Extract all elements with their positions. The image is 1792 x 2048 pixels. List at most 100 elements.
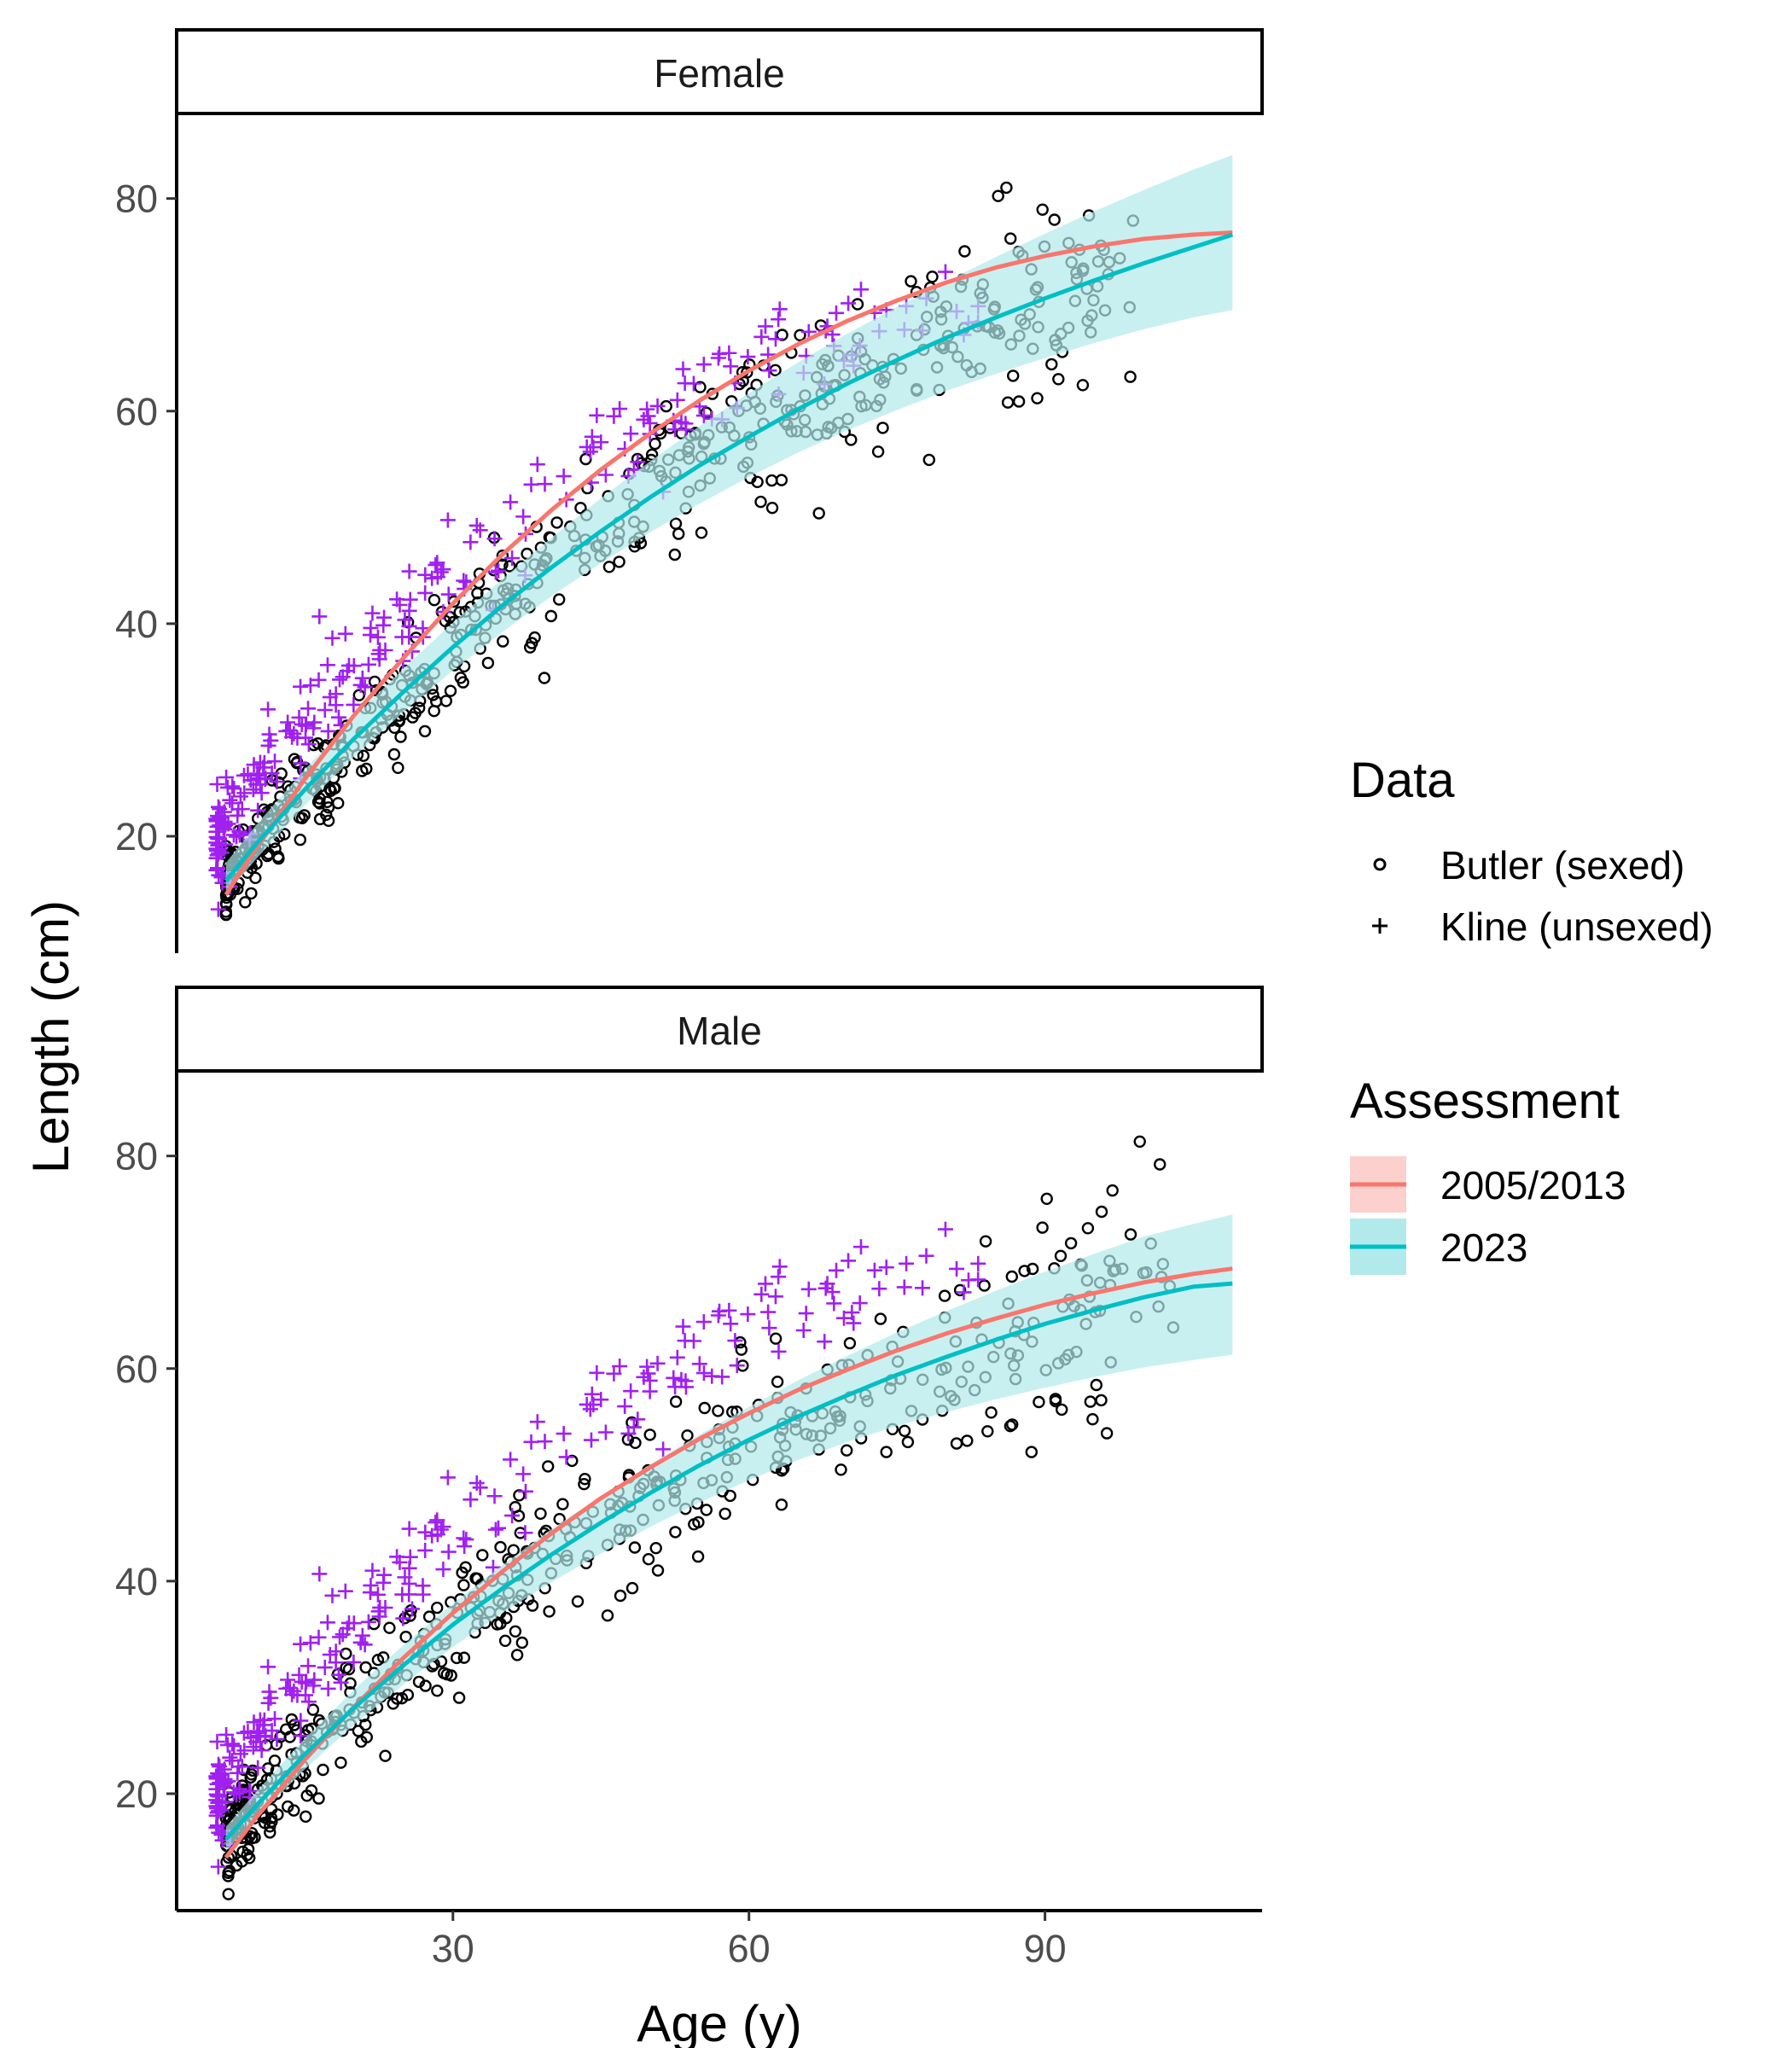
kline-point [250, 802, 266, 818]
butler-point [268, 1754, 282, 1767]
butler-point [451, 1651, 463, 1665]
butler-point [905, 275, 917, 288]
kline-point [218, 769, 235, 785]
kline-point [364, 1562, 381, 1579]
kline-point [771, 1269, 787, 1285]
butler-point [427, 689, 439, 701]
butler-point [538, 672, 551, 684]
kline-point [639, 401, 655, 417]
butler-point [981, 1425, 994, 1438]
butler-point [295, 812, 309, 824]
kline-point [209, 1734, 225, 1750]
kline-point [515, 509, 532, 525]
butler-point [356, 765, 369, 777]
butler-point [377, 1651, 390, 1664]
kline-point [249, 770, 265, 786]
butler-point [313, 792, 326, 805]
kline-point [584, 1386, 600, 1402]
strip-label-male: Male [677, 1009, 762, 1053]
kline-point [298, 718, 314, 734]
kline-point [210, 901, 226, 917]
butler-point [979, 1235, 992, 1248]
butler-point [494, 1540, 507, 1554]
butler-point [368, 675, 381, 689]
butler-point [1040, 1192, 1053, 1206]
kline-point [357, 679, 373, 695]
kline-point [852, 1295, 868, 1312]
kline-point [757, 318, 773, 335]
butler-point [454, 672, 468, 684]
butler-point [431, 1601, 444, 1615]
kline-point [311, 1629, 327, 1645]
kline-point [704, 1368, 720, 1384]
butler-point [399, 1630, 412, 1644]
kline-point [291, 709, 307, 725]
butler-point [306, 1703, 320, 1716]
kline-point [317, 702, 333, 719]
kline-point [294, 1673, 310, 1690]
legend-data-title: Data [1350, 753, 1455, 808]
butler-point [1005, 1418, 1019, 1431]
kline-point [417, 1542, 433, 1558]
butler-point [452, 1691, 466, 1704]
kline-point [846, 1315, 862, 1331]
kline-point [729, 1358, 745, 1374]
kline-point [487, 1521, 503, 1538]
kline-point [269, 773, 285, 789]
kline-point [639, 1359, 655, 1375]
kline-point [320, 1680, 336, 1696]
kline-point [376, 1567, 393, 1583]
butler-point [898, 1424, 911, 1438]
kline-point [376, 609, 393, 625]
kline-point [319, 1615, 335, 1631]
butler-point [669, 517, 683, 530]
kline-point [440, 586, 457, 602]
kline-point [222, 792, 238, 808]
kline-point [771, 1259, 788, 1275]
butler-point [1004, 232, 1017, 245]
butler-point [294, 833, 306, 847]
butler-point [1090, 1378, 1103, 1392]
butler-point [876, 422, 889, 434]
butler-point [1001, 396, 1015, 409]
butler-point [404, 1609, 416, 1622]
kline-point [844, 1305, 860, 1321]
panel-male-strip: Male [175, 986, 1264, 1073]
kline-point [300, 1658, 317, 1674]
butler-point [1048, 213, 1061, 226]
kline-point [623, 1383, 639, 1399]
kline-point [625, 1419, 642, 1435]
kline-point [826, 1295, 842, 1312]
y-tick-label: 60 [115, 1347, 158, 1391]
kline-point [369, 1586, 386, 1603]
butler-point [775, 474, 788, 486]
kline-point [210, 1859, 226, 1875]
butler-point [457, 1651, 471, 1664]
kline-point [504, 550, 521, 567]
kline-point [675, 1318, 691, 1335]
kline-point [760, 1304, 777, 1320]
kline-point [899, 1255, 915, 1271]
kline-point [260, 1659, 276, 1675]
butler-point [835, 1463, 847, 1476]
kline-point [242, 1783, 259, 1799]
kline-point [583, 1432, 599, 1448]
kline-point [294, 716, 310, 732]
kline-point [371, 1609, 387, 1625]
butler-point [574, 502, 587, 515]
butler-point [544, 609, 557, 623]
kline-point [579, 439, 595, 455]
butler-point [812, 507, 825, 520]
kline-point [232, 1746, 248, 1762]
kline-point [960, 1272, 976, 1289]
kline-point [232, 1784, 248, 1801]
kline-point [417, 567, 433, 583]
butler-point [357, 749, 370, 762]
butler-point [775, 1498, 788, 1511]
kline-point [253, 1743, 270, 1759]
kline-point [937, 1221, 953, 1237]
kline-point [401, 563, 417, 579]
kline-point [491, 1520, 507, 1536]
kline-point [209, 777, 225, 793]
butler-point [938, 1289, 951, 1302]
